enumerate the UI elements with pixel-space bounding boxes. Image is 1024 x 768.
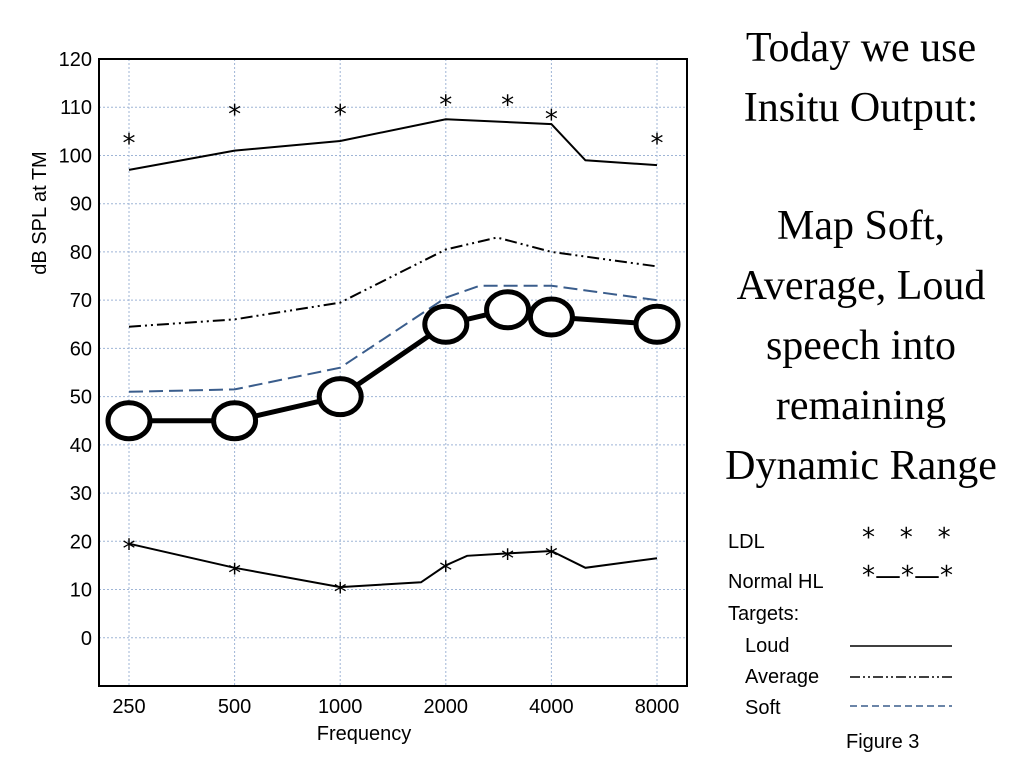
y-tick-120: 120	[59, 49, 92, 71]
y-tick-80: 80	[70, 242, 92, 264]
ldl-star-4: *	[501, 91, 514, 121]
normal-hl-star-4: *	[501, 544, 514, 574]
y-tick-90: 90	[70, 194, 92, 216]
ldl-star-2: *	[334, 100, 347, 130]
insitu-output-point-6-4	[484, 289, 532, 331]
average-target-line	[128, 236, 658, 328]
ldl-star-1: *	[228, 100, 241, 130]
ldl-star-3: *	[439, 91, 452, 121]
legend: LDL * * * Normal HL *—*—* Targets: Loud …	[728, 523, 953, 719]
y-tick-40: 40	[70, 435, 92, 457]
normal-hl-star-0: *	[123, 535, 136, 565]
x-tick-500: 500	[218, 696, 251, 718]
y-axis-title: dB SPL at TM	[29, 151, 51, 274]
marker-layer: * * * * * * * * * * * * *	[105, 91, 681, 608]
ldl-star-5: *	[545, 105, 558, 135]
insitu-output-line	[129, 307, 658, 424]
headline: Today we use Insitu Output: Map Soft, Av…	[698, 18, 1024, 496]
x-axis-title: Frequency	[317, 723, 412, 745]
headline-line-2: Insitu Output:	[743, 85, 979, 131]
y-tick-70: 70	[70, 290, 92, 312]
x-tick-2000: 2000	[424, 696, 469, 718]
series-layer	[128, 118, 658, 589]
insitu-output-point-6-1	[211, 400, 259, 442]
normal-hl-line	[128, 542, 658, 589]
y-tick-50: 50	[70, 387, 92, 409]
y-tick-60: 60	[70, 338, 92, 360]
legend-average-label: Average	[745, 666, 819, 688]
x-tick-4000: 4000	[529, 696, 574, 718]
legend-normal-symbol: *—*—*	[862, 561, 953, 591]
loud-target-line	[128, 118, 658, 171]
legend-normal-label: Normal HL	[728, 571, 824, 593]
normal-hl-star-1: *	[228, 559, 241, 589]
normal-hl-star-5: *	[545, 542, 558, 572]
insitu-output-point-6-0	[105, 400, 153, 442]
headline-line-3: Map Soft,	[777, 203, 945, 249]
insitu-output-point-6-3	[422, 303, 470, 345]
insitu-output-point-6-2	[316, 376, 364, 418]
headline-line-5: speech into	[765, 323, 957, 369]
y-tick-0: 0	[81, 628, 92, 650]
legend-ldl-symbol: * * *	[862, 523, 951, 553]
y-tick-10: 10	[70, 580, 92, 602]
ldl-star-0: *	[123, 129, 136, 159]
headline-line-7: Dynamic Range	[725, 443, 997, 489]
x-tick-250: 250	[112, 696, 145, 718]
x-tick-8000: 8000	[635, 696, 680, 718]
normal-hl-star-2: *	[334, 578, 347, 608]
figure-caption: Figure 3	[846, 731, 919, 753]
headline-line-6: remaining	[775, 383, 947, 429]
y-tick-30: 30	[70, 483, 92, 505]
y-tick-110: 110	[60, 97, 92, 119]
headline-line-4: Average, Loud	[736, 263, 986, 309]
x-tick-1000: 1000	[318, 696, 363, 718]
soft-target-line	[128, 284, 658, 393]
legend-soft-label: Soft	[745, 697, 781, 719]
normal-hl-star-3: *	[439, 556, 452, 586]
ldl-star-6: *	[651, 129, 664, 159]
plot-frame	[98, 58, 688, 687]
headline-gap	[698, 138, 1024, 196]
insitu-output-point-6-5	[527, 296, 575, 338]
grid-layer	[99, 58, 687, 686]
y-tick-20: 20	[70, 531, 92, 553]
legend-targets-label: Targets:	[728, 603, 799, 625]
legend-loud-label: Loud	[745, 635, 790, 657]
insitu-output-point-6-6	[633, 303, 681, 345]
y-tick-labels: 0 10 20 30 40 50 60 70 80 90 100 110 120	[59, 49, 92, 650]
x-tick-labels: 250 500 1000 2000 4000 8000	[112, 696, 679, 718]
legend-ldl-label: LDL	[728, 531, 765, 553]
y-tick-100: 100	[59, 145, 92, 167]
headline-line-1: Today we use	[745, 25, 977, 71]
